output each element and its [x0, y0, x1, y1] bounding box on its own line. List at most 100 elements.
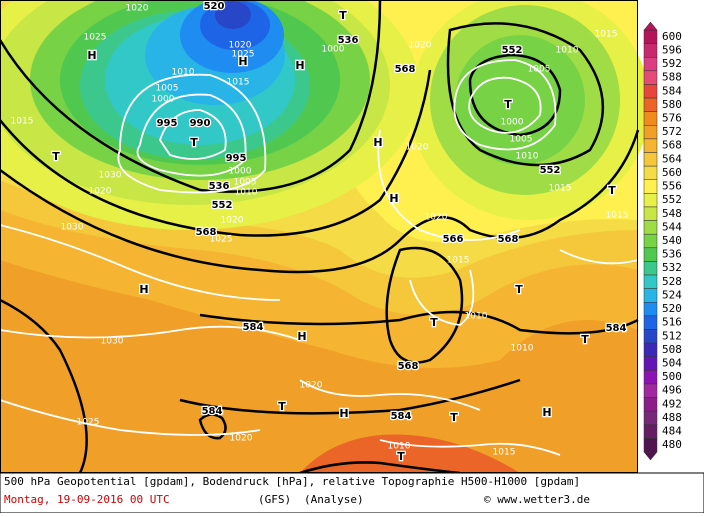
map-label: H — [339, 407, 348, 420]
map-label: T — [450, 411, 458, 424]
legend-swatch — [643, 111, 658, 126]
legend-swatch — [643, 383, 658, 398]
map-label: 584 — [243, 322, 264, 333]
legend-swatch — [643, 220, 658, 235]
legend-label: 556 — [662, 180, 682, 193]
legend-swatch — [643, 261, 658, 276]
legend-label: 488 — [662, 411, 682, 424]
legend-label: 484 — [662, 425, 682, 438]
map-label: T — [278, 400, 286, 413]
map-label: T — [581, 333, 589, 346]
legend-label: 596 — [662, 43, 682, 56]
legend-swatch — [643, 43, 658, 58]
map-label: 552 — [540, 165, 561, 176]
legend-label: 500 — [662, 370, 682, 383]
legend-label: 520 — [662, 302, 682, 315]
map-label: 1010 — [172, 68, 195, 78]
legend-swatch — [643, 247, 658, 262]
legend-label: 532 — [662, 261, 682, 274]
map-label: T — [430, 316, 438, 329]
map-label: 1020 — [409, 41, 432, 51]
legend-label: 552 — [662, 193, 682, 206]
map-label: 1025 — [77, 418, 100, 428]
caption-source: © www.wetter3.de — [484, 493, 590, 506]
legend-swatch — [643, 56, 658, 72]
caption-model: (GFS) — [258, 493, 291, 506]
legend-swatch — [643, 97, 658, 112]
color-legend: 6005965925885845805765725685645605565525… — [643, 21, 682, 461]
legend-swatch — [643, 274, 658, 289]
map-label: 584 — [606, 323, 627, 334]
map-label: 1005 — [234, 178, 257, 188]
legend-swatch — [643, 165, 658, 180]
legend-arrow-bottom — [643, 451, 658, 461]
legend-swatch — [643, 193, 658, 208]
map-label: 1000 — [229, 167, 252, 177]
legend-label: 536 — [662, 248, 682, 261]
map-label: 1020 — [230, 434, 253, 444]
map-label: 1015 — [447, 256, 470, 266]
map-label: 566 — [443, 234, 464, 245]
legend-arrow-top — [643, 21, 658, 31]
map-label: 552 — [212, 200, 233, 211]
map-label: 995 — [226, 153, 247, 164]
map-label: H — [373, 136, 382, 149]
legend-label: 504 — [662, 357, 682, 370]
map-label: 1015 — [549, 184, 572, 194]
map-label: 1015 — [11, 117, 34, 127]
legend-label: 564 — [662, 152, 682, 165]
map-label: 1030 — [61, 223, 84, 233]
map-label: 1010 — [516, 152, 539, 162]
map-label: T — [52, 150, 60, 163]
map-label: T — [339, 9, 347, 22]
map-label: 1030 — [99, 171, 122, 181]
map-label: 1010 — [235, 188, 258, 198]
legend-label: 584 — [662, 84, 682, 97]
legend-label: 568 — [662, 139, 682, 152]
pressure-isobars — [0, 59, 639, 456]
legend-label: 572 — [662, 125, 682, 138]
map-label: 568 — [196, 227, 217, 238]
legend-label: 496 — [662, 384, 682, 397]
map-label: 1005 — [510, 135, 533, 145]
legend-swatch — [643, 288, 658, 303]
map-label: 990 — [190, 118, 211, 129]
legend-label: 528 — [662, 275, 682, 288]
map-label: H — [389, 192, 398, 205]
map-label: 1020 — [221, 216, 244, 226]
map-label: 1020 — [126, 4, 149, 14]
legend-label: 548 — [662, 207, 682, 220]
map-label: 536 — [209, 181, 230, 192]
zone — [215, 1, 251, 29]
legend-label: 512 — [662, 329, 682, 342]
map-label: 1020 — [425, 213, 448, 223]
legend-label: 492 — [662, 397, 682, 410]
map-label: 1010 — [388, 442, 411, 452]
map-label: 1025 — [232, 50, 255, 60]
map-label: 1005 — [156, 84, 179, 94]
map-label: T — [608, 184, 616, 197]
map-label: 1030 — [101, 337, 124, 347]
map-label: 1015 — [595, 30, 618, 40]
map-label: 1020 — [406, 143, 429, 153]
legend-swatch — [643, 438, 658, 453]
map-label: 1015 — [227, 78, 250, 88]
legend-label: 544 — [662, 220, 682, 233]
map-label: H — [295, 59, 304, 72]
caption-date: Montag, 19-09-2016 00 UTC — [4, 493, 170, 506]
map-label: T — [515, 283, 523, 296]
caption-run: (Analyse) — [304, 493, 364, 506]
map-label: H — [238, 55, 247, 68]
legend-swatch — [643, 370, 658, 385]
legend-swatch — [643, 29, 658, 44]
legend-swatch — [643, 152, 658, 167]
legend-label: 480 — [662, 438, 682, 451]
zone — [455, 35, 585, 165]
map-label: 1025 — [84, 33, 107, 43]
legend-swatch — [643, 329, 658, 344]
map-label: 1020 — [300, 381, 323, 391]
legend-swatch — [643, 125, 658, 140]
map-label: 568 — [398, 361, 419, 372]
map-label: 520 — [204, 1, 225, 12]
